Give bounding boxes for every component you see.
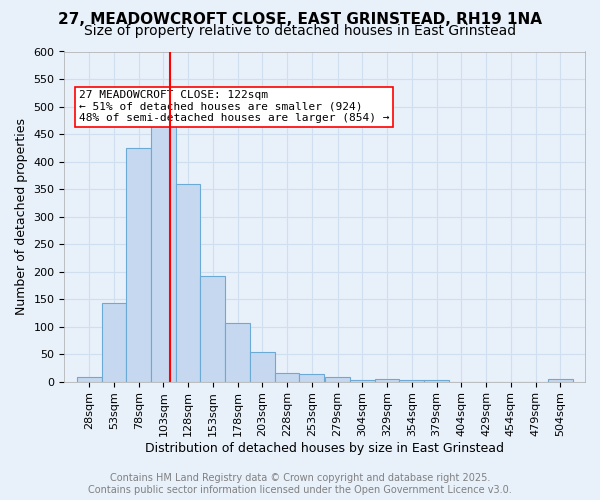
Text: 27 MEADOWCROFT CLOSE: 122sqm
← 51% of detached houses are smaller (924)
48% of s: 27 MEADOWCROFT CLOSE: 122sqm ← 51% of de… [79,90,389,123]
Bar [325,376,350,382]
X-axis label: Distribution of detached houses by size in East Grinstead: Distribution of detached houses by size … [145,442,504,455]
Bar [200,276,225,382]
Text: Contains HM Land Registry data © Crown copyright and database right 2025.
Contai: Contains HM Land Registry data © Crown c… [88,474,512,495]
Bar [299,374,324,382]
Text: 27, MEADOWCROFT CLOSE, EAST GRINSTEAD, RH19 1NA: 27, MEADOWCROFT CLOSE, EAST GRINSTEAD, R… [58,12,542,28]
Bar [350,380,374,382]
Bar [548,380,572,382]
Bar [126,148,151,382]
Text: Size of property relative to detached houses in East Grinstead: Size of property relative to detached ho… [84,24,516,38]
Bar [151,120,176,382]
Y-axis label: Number of detached properties: Number of detached properties [15,118,28,315]
Bar [374,379,400,382]
Bar [77,377,101,382]
Bar [424,380,449,382]
Bar [400,380,424,382]
Bar [101,304,126,382]
Bar [275,373,299,382]
Bar [176,184,200,382]
Bar [250,352,275,382]
Bar [225,322,250,382]
